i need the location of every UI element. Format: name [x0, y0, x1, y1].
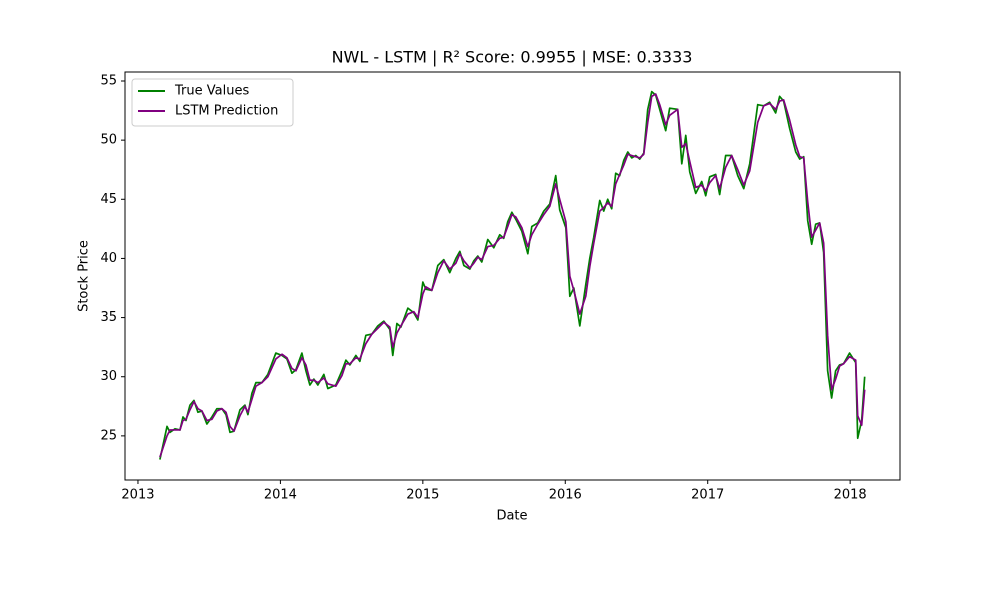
y-axis-label: Stock Price	[77, 240, 92, 312]
x-tick-label: 2013	[121, 488, 154, 503]
x-tick-label: 2018	[834, 488, 867, 503]
y-tick-label: 40	[100, 251, 117, 266]
y-tick-label: 25	[100, 428, 117, 443]
legend-label: True Values	[174, 84, 249, 99]
legend-label: LSTM Prediction	[175, 104, 278, 119]
y-tick-label: 55	[100, 73, 117, 88]
series-line	[159, 90, 866, 460]
series-line	[159, 93, 866, 458]
x-tick-label: 2017	[691, 488, 724, 503]
y-tick-label: 35	[100, 310, 117, 325]
legend-box	[131, 78, 294, 127]
y-tick-label: 30	[100, 369, 117, 384]
plot-frame	[124, 71, 901, 481]
y-tick-label: 50	[100, 133, 117, 148]
y-tick-label: 45	[100, 192, 117, 207]
chart-title: NWL - LSTM | R² Score: 0.9955 | MSE: 0.3…	[332, 48, 693, 67]
x-axis-label: Date	[496, 509, 527, 524]
x-tick-label: 2015	[406, 488, 439, 503]
x-tick-label: 2016	[549, 488, 582, 503]
x-tick-label: 2014	[264, 488, 297, 503]
